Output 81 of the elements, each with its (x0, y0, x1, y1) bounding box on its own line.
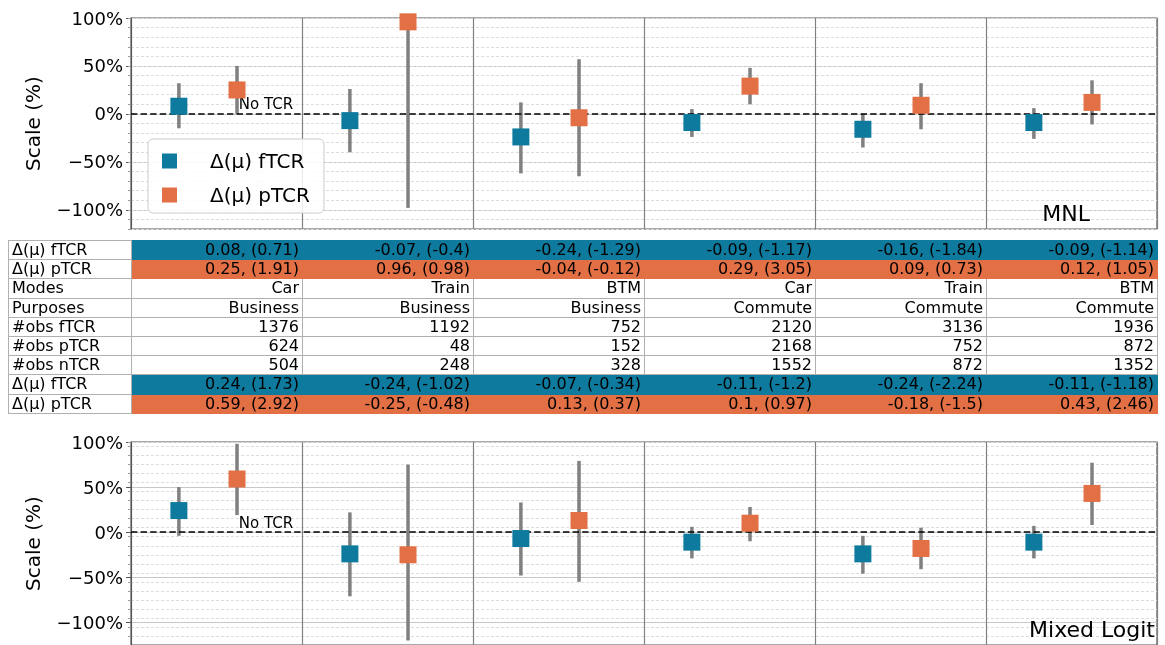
text: 1936 (1113, 316, 1154, 336)
y-tick-label: −100% (56, 199, 123, 221)
text: -0.24, (-1.02) (364, 374, 470, 394)
text: -0.09, (-1.17) (706, 240, 812, 260)
category-label: Modes (12, 278, 64, 298)
text: Business (228, 297, 299, 317)
text: Car (271, 278, 299, 298)
text: BTM (1119, 278, 1154, 298)
category-label: #obs pTCR (12, 336, 101, 356)
y-tick-label: 50% (82, 55, 123, 77)
text: Commute (733, 297, 812, 317)
category-label: Δ(μ) fTCR (12, 240, 88, 260)
category-label: Purposes (12, 297, 85, 317)
text: 504 (268, 355, 299, 375)
text: 248 (439, 355, 470, 375)
text: 2168 (771, 336, 812, 356)
text: 0.96, (0.98) (376, 259, 470, 279)
text: 624 (268, 336, 299, 356)
text: -0.25, (-0.48) (364, 393, 470, 413)
text: -0.04, (-0.12) (535, 259, 641, 279)
y-tick-label: 100% (71, 431, 123, 453)
text: 0.25, (1.91) (205, 259, 299, 279)
y-axis-title: Scale (%) (21, 76, 45, 171)
text: 1192 (429, 316, 470, 336)
text: Business (570, 297, 641, 317)
text: 1376 (258, 316, 299, 336)
text: 0.09, (0.73) (889, 259, 983, 279)
text: 872 (1123, 336, 1154, 356)
text: Car (784, 278, 812, 298)
text: 48 (449, 336, 470, 356)
y-tick-label: 0% (94, 103, 123, 125)
y-tick-label: −50% (67, 151, 123, 173)
legend-label: Δ(μ) fTCR (210, 149, 305, 173)
text: 152 (610, 336, 641, 356)
text: 0.08, (0.71) (205, 240, 299, 260)
text: 3136 (942, 316, 983, 336)
text: 752 (952, 336, 983, 356)
text: 1352 (1113, 355, 1154, 375)
text: -0.07, (-0.4) (374, 240, 470, 260)
text: 0.43, (2.46) (1060, 393, 1154, 413)
text: -0.09, (-1.14) (1048, 240, 1154, 260)
text: Commute (904, 297, 983, 317)
text: -0.16, (-1.84) (877, 240, 983, 260)
ref-line-label: No TCR (238, 95, 294, 114)
text: 0.59, (2.92) (205, 393, 299, 413)
y-tick-label: 0% (94, 521, 123, 543)
y-tick-label: −50% (67, 566, 123, 588)
text: 1552 (771, 355, 812, 375)
text: 752 (610, 316, 641, 336)
y-tick-label: 100% (71, 7, 123, 29)
legend-label: Δ(μ) pTCR (210, 183, 311, 207)
text: Mixed Logit (1029, 616, 1156, 642)
text: -0.11, (-1.18) (1048, 374, 1154, 394)
text: -0.24, (-1.29) (535, 240, 641, 260)
y-axis-title: Scale (%) (21, 496, 45, 591)
category-label: Δ(μ) pTCR (12, 259, 92, 279)
text: BTM (606, 278, 641, 298)
text: 0.29, (3.05) (718, 259, 812, 279)
text: 2120 (771, 316, 812, 336)
text: Business (399, 297, 470, 317)
text: 328 (610, 355, 641, 375)
ref-line-label: No TCR (238, 513, 294, 532)
category-label: #obs fTCR (12, 316, 96, 336)
text: 0.1, (0.97) (728, 393, 812, 413)
text: MNL (1042, 200, 1091, 226)
category-label: #obs nTCR (12, 355, 101, 375)
category-label: Δ(μ) pTCR (12, 393, 92, 413)
text: Train (431, 278, 470, 298)
category-label: Δ(μ) fTCR (12, 374, 88, 394)
text: -0.18, (-1.5) (887, 393, 983, 413)
y-tick-label: −100% (56, 611, 123, 633)
text: 872 (952, 355, 983, 375)
text: -0.24, (-2.24) (877, 374, 983, 394)
y-tick-label: 50% (82, 476, 123, 498)
text: Commute (1075, 297, 1154, 317)
text: 0.24, (1.73) (205, 374, 299, 394)
text: -0.07, (-0.34) (535, 374, 641, 394)
text: -0.11, (-1.2) (716, 374, 812, 394)
text: 0.13, (0.37) (547, 393, 641, 413)
text: Train (944, 278, 983, 298)
text: 0.12, (1.05) (1060, 259, 1154, 279)
